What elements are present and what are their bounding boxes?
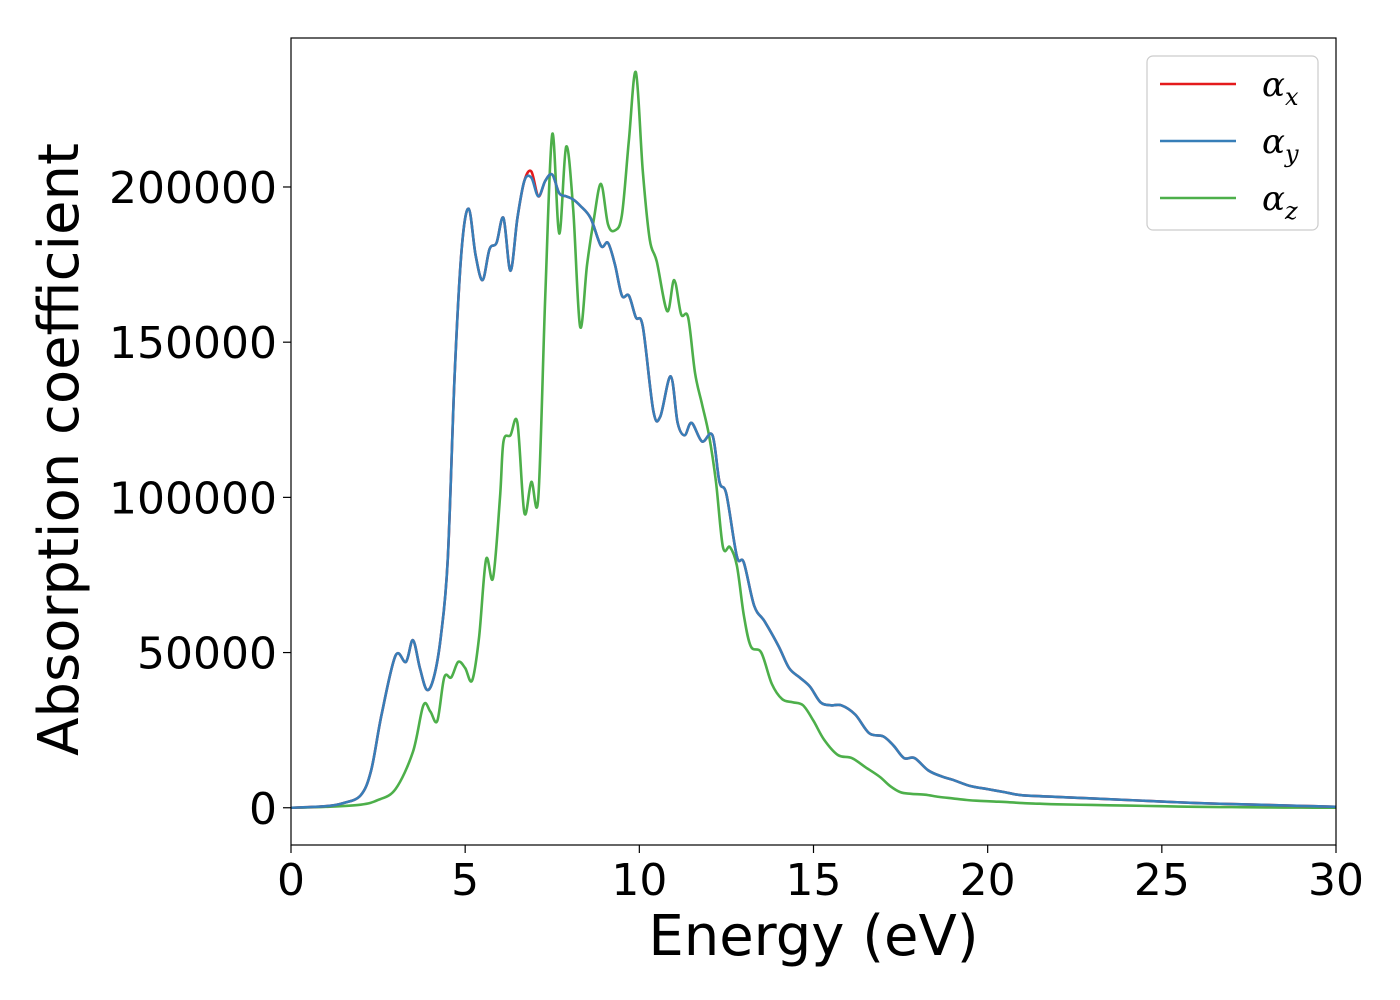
series-layer bbox=[290, 70, 1337, 810]
y-tick-label: 0 bbox=[249, 784, 277, 835]
x-tick-label: 25 bbox=[1134, 855, 1190, 906]
x-axis-title: Energy (eV) bbox=[648, 904, 978, 969]
y-tick-label: 100000 bbox=[109, 473, 277, 524]
series-line-z bbox=[290, 70, 1337, 810]
series-line-y bbox=[290, 172, 1337, 810]
x-tick-label: 15 bbox=[786, 855, 842, 906]
x-tick-label: 10 bbox=[611, 855, 667, 906]
x-tick-label: 30 bbox=[1308, 855, 1364, 906]
x-axis: 0 5 10 15 20 25 30 bbox=[277, 845, 1364, 906]
legend-box bbox=[1146, 55, 1319, 231]
y-axis: 0 50000 100000 150000 200000 bbox=[109, 163, 291, 835]
legend-label-x: αx bbox=[1262, 65, 1299, 111]
legend: αx αy αz bbox=[1146, 55, 1319, 231]
y-tick-label: 200000 bbox=[109, 163, 277, 214]
legend-label-z: αz bbox=[1262, 179, 1298, 225]
x-tick-label: 5 bbox=[451, 855, 479, 906]
x-tick-label: 20 bbox=[960, 855, 1016, 906]
y-tick-label: 150000 bbox=[109, 318, 277, 369]
series-line-x bbox=[290, 169, 1337, 810]
y-axis-title: Absorption coefficient bbox=[27, 143, 92, 756]
y-tick-label: 50000 bbox=[137, 629, 277, 680]
x-tick-label: 0 bbox=[277, 855, 305, 906]
legend-label-y: αy bbox=[1262, 122, 1299, 168]
